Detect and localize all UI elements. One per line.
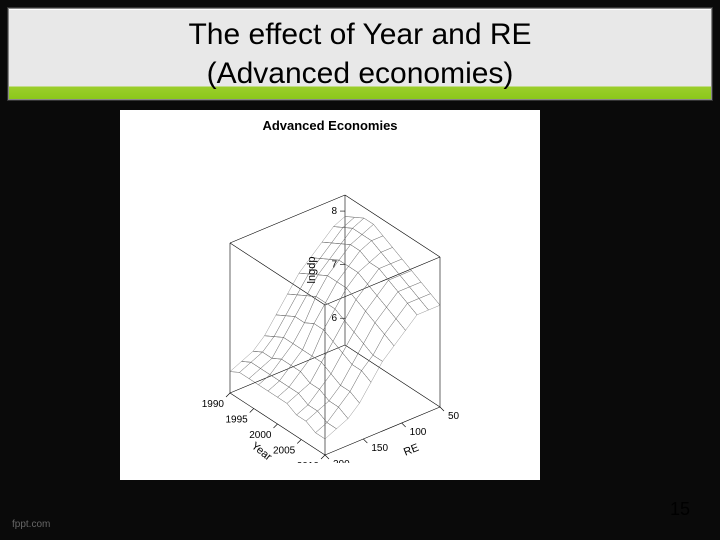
slide-title: The effect of Year and RE (Advanced econ… <box>188 15 531 93</box>
chart-title: Advanced Economies <box>120 118 540 133</box>
svg-text:1995: 1995 <box>226 415 249 426</box>
svg-text:2005: 2005 <box>273 446 296 457</box>
svg-text:200: 200 <box>333 459 350 463</box>
chart-panel: Advanced Economies 678lngdp1990199520002… <box>120 110 540 480</box>
page-number: 15 <box>670 499 690 520</box>
svg-text:100: 100 <box>410 427 427 438</box>
title-line-1: The effect of Year and RE <box>188 18 531 51</box>
svg-text:2000: 2000 <box>249 430 272 441</box>
footer-logo: fppt.com <box>12 519 50 530</box>
title-band: The effect of Year and RE (Advanced econ… <box>8 8 712 100</box>
svg-text:7: 7 <box>331 260 337 271</box>
svg-text:2010: 2010 <box>297 461 320 463</box>
svg-text:RE: RE <box>402 442 421 459</box>
slide: The effect of Year and RE (Advanced econ… <box>0 0 720 540</box>
title-line-2: (Advanced economies) <box>207 57 514 90</box>
svg-text:8: 8 <box>331 206 337 217</box>
svg-text:lngdp: lngdp <box>306 257 318 284</box>
svg-text:6: 6 <box>331 313 337 324</box>
svg-text:50: 50 <box>448 411 460 422</box>
svg-text:150: 150 <box>371 443 388 454</box>
surface-3d-chart: 6 7 8 lngdp 1990199520002005 2010 Year 50 100 150… <box>130 133 530 463</box>
svg-text:Year: Year <box>249 440 274 463</box>
svg-text:1990: 1990 <box>202 399 225 410</box>
